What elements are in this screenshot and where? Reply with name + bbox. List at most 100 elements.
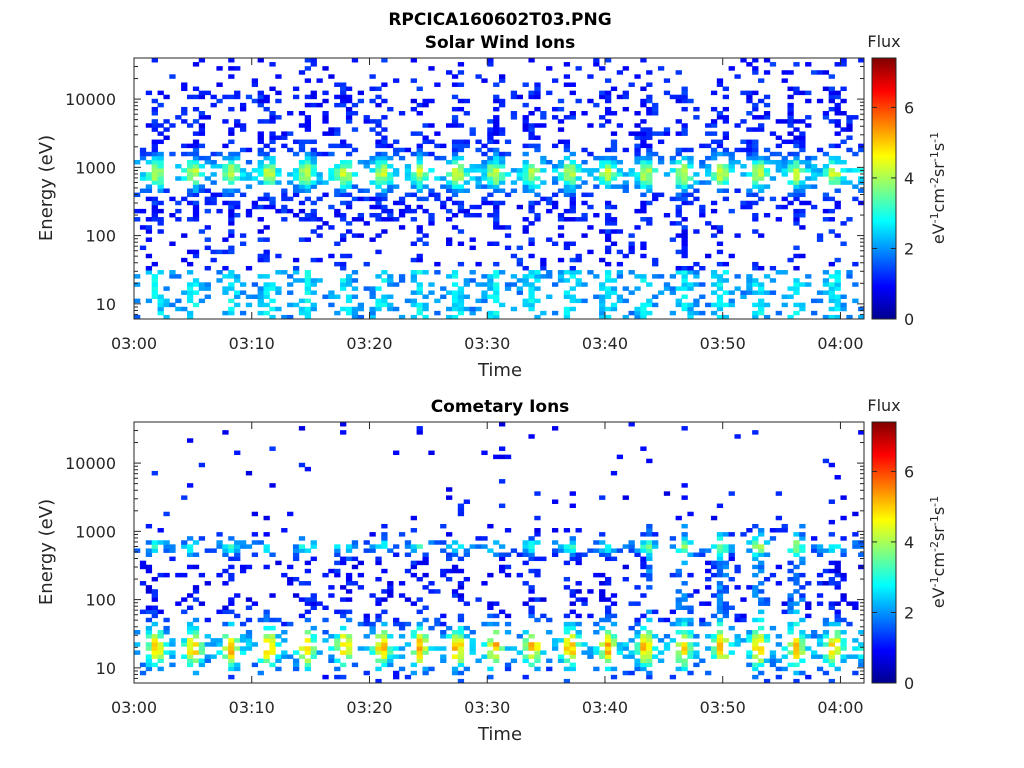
heatmap-cell (381, 654, 388, 659)
heatmap-cell (793, 662, 800, 668)
heatmap-cell (357, 572, 364, 578)
heatmap-cell (263, 290, 270, 295)
heatmap-cell (634, 151, 641, 157)
heatmap-cell (340, 430, 347, 435)
heatmap-cell (640, 274, 647, 279)
heatmap-cell (222, 552, 229, 557)
heatmap-cell (646, 111, 653, 116)
heatmap-cell (310, 62, 317, 67)
heatmap-cell (198, 58, 206, 63)
heatmap-cell (269, 306, 276, 312)
heatmap-cell (351, 270, 359, 275)
heatmap-cell (263, 650, 270, 655)
heatmap-cell (145, 634, 153, 639)
heatmap-cell (752, 184, 759, 189)
heatmap-cell (534, 572, 541, 578)
heatmap-cell (716, 164, 724, 169)
heatmap-cell (852, 511, 859, 517)
heatmap-cell (151, 650, 158, 655)
heatmap-cell (375, 302, 382, 308)
heatmap-cell (716, 564, 724, 570)
heatmap-cell (451, 172, 459, 177)
heatmap-cell (828, 462, 835, 468)
heatmap-cell (557, 176, 565, 181)
heatmap-cell (604, 172, 612, 177)
heatmap-cell (599, 180, 606, 185)
heatmap-cell (351, 540, 359, 545)
heatmap-cell (298, 168, 306, 173)
heatmap-cell (510, 646, 518, 651)
heatmap-cell (310, 302, 317, 308)
heatmap-cell (834, 123, 841, 128)
heatmap-cell (646, 528, 653, 533)
heatmap-cell (675, 233, 682, 238)
heatmap-cell (793, 646, 800, 651)
heatmap-cell (381, 229, 388, 234)
heatmap-cell (834, 62, 841, 67)
heatmap-cell (487, 572, 494, 578)
heatmap-cell (416, 430, 423, 435)
heatmap-cell (192, 180, 200, 185)
heatmap-cells (134, 422, 865, 684)
heatmap-cell (304, 155, 312, 161)
heatmap-cell (481, 298, 488, 304)
y-axis-label: Energy (eV) (36, 499, 57, 605)
heatmap-cell (487, 180, 494, 185)
heatmap-cell (675, 302, 682, 308)
heatmap-cell (210, 196, 217, 202)
heatmap-cell (858, 629, 865, 635)
heatmap-cell (134, 217, 141, 222)
heatmap-cell (640, 241, 647, 246)
heatmap-cell (351, 217, 359, 222)
heatmap-cell (728, 491, 735, 496)
heatmap-cell (775, 159, 782, 165)
heatmap-cell (563, 188, 571, 193)
heatmap-cell (622, 253, 629, 259)
heatmap-cell (499, 131, 506, 136)
heatmap-cell (781, 70, 788, 75)
heatmap-cell (775, 634, 782, 639)
heatmap-cell (687, 642, 694, 647)
heatmap-cell (652, 261, 659, 267)
heatmap-cell (646, 629, 653, 635)
heatmap-cell (634, 274, 641, 279)
heatmap-cell (216, 270, 223, 275)
heatmap-cell (351, 172, 359, 177)
heatmap-cell (151, 634, 158, 639)
heatmap-cell (157, 155, 164, 161)
heatmap-cell (499, 164, 506, 169)
heatmap-cell (758, 184, 765, 189)
heatmap-cell (451, 188, 459, 193)
heatmap-cell (752, 540, 759, 545)
heatmap-cell (493, 208, 500, 214)
heatmap-cell (669, 221, 677, 226)
heatmap-cell (281, 638, 288, 643)
heatmap-cell (269, 168, 276, 173)
heatmap-cell (234, 200, 241, 206)
heatmap-cell (681, 217, 688, 222)
heatmap-cell (752, 572, 759, 578)
heatmap-cell (728, 544, 735, 549)
heatmap-cell (287, 511, 294, 517)
heatmap-cell (604, 270, 612, 275)
heatmap-cell (287, 111, 294, 116)
heatmap-cell (728, 625, 735, 631)
heatmap-cell (640, 310, 647, 316)
heatmap-cell (675, 131, 682, 136)
heatmap-cell (563, 666, 571, 672)
heatmap-cell (622, 286, 629, 291)
heatmap-cell (593, 62, 600, 67)
heatmap-cell (145, 585, 153, 590)
heatmap-cell (763, 147, 771, 153)
heatmap-cell (292, 86, 300, 92)
heatmap-cell (157, 310, 164, 316)
heatmap-cell (398, 625, 406, 631)
heatmap-cell (292, 556, 300, 562)
heatmap-cell (787, 609, 794, 615)
heatmap-cell (340, 90, 347, 96)
heatmap-cell (269, 200, 276, 206)
heatmap-cell (151, 147, 158, 153)
heatmap-cell (228, 106, 235, 112)
heatmap-cell (398, 155, 406, 161)
heatmap-cell (604, 609, 612, 615)
